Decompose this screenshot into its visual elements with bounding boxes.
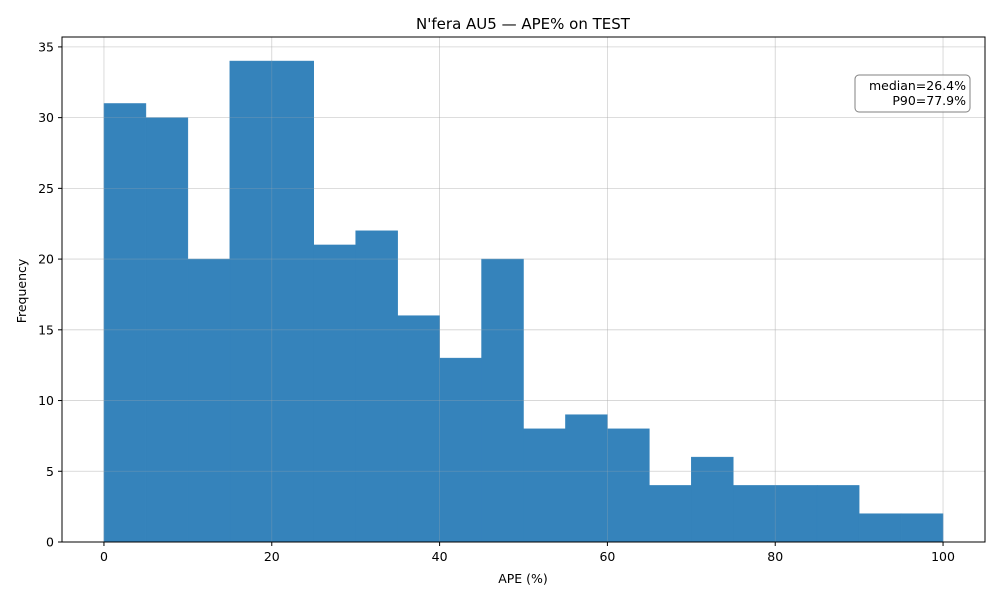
- histogram-bar: [774, 485, 818, 543]
- y-tick-label: 30: [38, 110, 54, 125]
- y-tick-label: 25: [38, 181, 54, 196]
- y-tick-label: 35: [38, 39, 54, 54]
- y-tick-label: 0: [46, 535, 54, 550]
- annotation-box: [854, 74, 971, 113]
- histogram-bar: [481, 258, 524, 543]
- y-tick-label: 15: [38, 322, 54, 337]
- histogram-bar: [900, 513, 944, 543]
- annotation-median: median=26.4%: [869, 78, 966, 93]
- annotation-p90: P90=77.9%: [892, 93, 966, 108]
- x-tick-label: 0: [100, 549, 108, 564]
- x-tick-label: 40: [432, 549, 448, 564]
- x-axis-ticks: 0 20 40 60 80 100: [100, 542, 955, 564]
- stats-annotation-box: median=26.4% P90=77.9%: [854, 74, 971, 113]
- x-tick-label: 20: [264, 549, 280, 564]
- histogram-bar: [649, 485, 692, 543]
- chart-title: N'fera AU5 — APE% on TEST: [416, 15, 631, 33]
- histogram-bar: [565, 414, 608, 543]
- histogram-bar: [733, 485, 776, 543]
- histogram-bar: [397, 315, 440, 543]
- x-tick-label: 60: [599, 549, 615, 564]
- x-tick-label: 100: [931, 549, 955, 564]
- y-axis-ticks: 0 5 10 15 20 25 30 35: [38, 39, 62, 550]
- histogram-bar: [313, 244, 356, 543]
- histogram-bar: [103, 103, 147, 543]
- histogram-bar: [271, 60, 314, 543]
- plot-frame: [61, 36, 986, 543]
- histogram-bars: [62, 37, 985, 543]
- y-axis-label: Frequency: [14, 258, 29, 323]
- histogram-bar: [229, 60, 273, 543]
- histogram-bar: [816, 485, 860, 543]
- x-tick-label: 80: [767, 549, 783, 564]
- y-tick-label: 20: [38, 252, 54, 267]
- plot-border: [61, 36, 986, 543]
- y-tick-label: 5: [46, 464, 54, 479]
- histogram-bar: [439, 357, 482, 543]
- histogram-bar: [691, 456, 734, 543]
- histogram-bar: [523, 428, 566, 543]
- histogram-bar: [355, 230, 398, 543]
- histogram-bar: [858, 513, 902, 543]
- y-tick-label: 10: [38, 393, 54, 408]
- histogram-bar: [607, 428, 650, 543]
- x-axis-label: APE (%): [498, 571, 548, 586]
